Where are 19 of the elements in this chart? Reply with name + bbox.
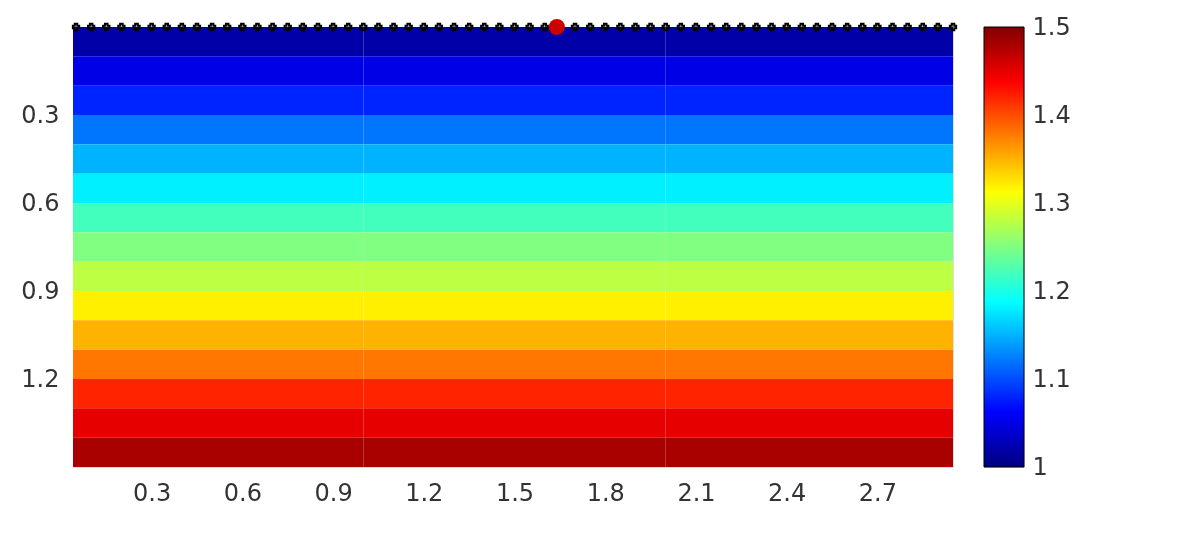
color-bar-label: 1.1 bbox=[1032, 364, 1071, 393]
x-tick-label: 1.8 bbox=[586, 478, 625, 507]
color-bar-label: 1.5 bbox=[1032, 12, 1071, 41]
x-tick-label: 0.9 bbox=[314, 478, 353, 507]
x-tick-label: 1.5 bbox=[495, 478, 535, 507]
x-tick-label: 0.3 bbox=[133, 478, 172, 507]
y-tick-label: 0.3 bbox=[21, 100, 60, 129]
x-tick-label: 2.7 bbox=[858, 478, 897, 507]
x-tick-label: 2.4 bbox=[768, 478, 807, 507]
color-bar-label: 1.2 bbox=[1032, 276, 1071, 305]
x-tick-label: 1.2 bbox=[405, 478, 444, 507]
x-tick-label: 2.1 bbox=[677, 478, 716, 507]
color-bar-label: 1.4 bbox=[1032, 100, 1071, 129]
y-tick-label: 0.6 bbox=[21, 188, 60, 217]
x-tick-label: 0.6 bbox=[223, 478, 262, 507]
color-bar-label: 1 bbox=[1032, 452, 1048, 481]
color-bar-label: 1.3 bbox=[1032, 188, 1071, 217]
y-tick-label: 1.2 bbox=[21, 364, 60, 393]
y-tick-label: 0.9 bbox=[21, 276, 60, 305]
